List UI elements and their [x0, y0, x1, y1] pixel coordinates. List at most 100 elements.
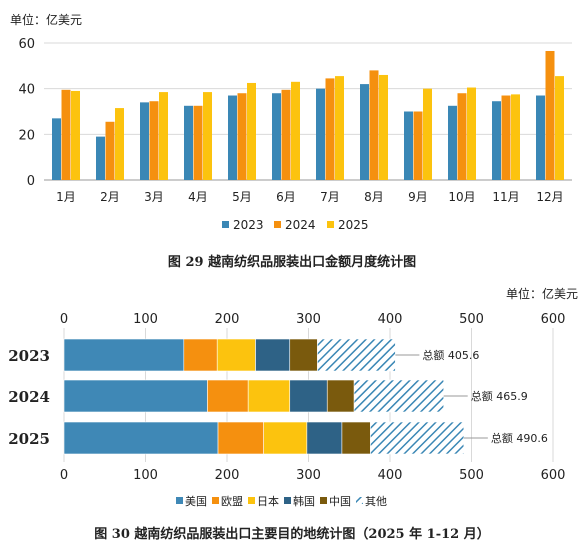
chart1-bars [52, 50, 564, 180]
chart1-x-tick: 8月 [364, 190, 384, 204]
chart1-y-tick: 20 [18, 128, 35, 143]
chart2-legend-swatch [248, 497, 255, 504]
chart2-total-annotations: 总额 405.6 总额 465.9 总额 490.6 [395, 348, 548, 445]
chart1-bar-2023 [492, 101, 501, 180]
chart2-total-label: 总额 490.6 [491, 431, 548, 445]
chart1-bar-2025 [467, 87, 476, 180]
chart1-bar-2025 [335, 76, 344, 180]
chart1-bar-2023 [228, 95, 237, 180]
chart1-bar-2023 [184, 105, 193, 180]
chart1-bar-2024 [149, 101, 159, 180]
chart2-legend-swatch [284, 497, 291, 504]
chart2-x-tick-bottom: 600 [541, 468, 566, 483]
chart2-segment-欧盟 [183, 338, 218, 372]
chart2-segment-中国 [326, 379, 355, 413]
chart1-x-tick: 5月 [232, 190, 252, 204]
chart1-bar-2024 [105, 121, 115, 180]
chart1-unit-label: 单位：亿美元 [10, 12, 82, 27]
chart2-title: 图 30 越南纺织品服装出口主要目的地统计图（2025 年 1-12 月） [94, 526, 489, 542]
chart1-x-tick: 1月 [56, 190, 76, 204]
chart1-legend-swatch [222, 221, 229, 228]
chart1-x-tick: 2月 [100, 190, 120, 204]
chart1-bar-2023 [52, 118, 61, 180]
chart1-bar-2024 [413, 111, 423, 180]
chart1-y-tick: 40 [18, 83, 35, 98]
chart2-segment-韩国 [289, 379, 328, 413]
chart2-legend-swatch [212, 497, 219, 504]
chart2-x-tick-top: 600 [541, 312, 566, 327]
chart2-segment-欧盟 [207, 379, 249, 413]
chart1-y-tick: 0 [27, 174, 35, 189]
chart2-legend-label: 中国 [329, 495, 351, 508]
chart2-x-tick-bottom: 100 [133, 468, 158, 483]
chart1-bar-2023 [316, 88, 325, 180]
chart2-segment-美国 [63, 379, 208, 413]
chart2-x-tick-top: 0 [60, 312, 68, 327]
chart2-x-tick-bottom: 300 [296, 468, 321, 483]
chart1-bar-2023 [360, 84, 369, 180]
chart1-title: 图 29 越南纺织品服装出口金额月度统计图 [168, 254, 416, 270]
chart1-x-tick: 4月 [188, 190, 208, 204]
chart2-legend-swatch [356, 497, 363, 504]
chart1-x-tick: 12月 [536, 190, 563, 204]
chart2-segment-美国 [63, 338, 185, 372]
chart2-x-tick-top: 200 [215, 312, 240, 327]
chart2-legend-label: 美国 [185, 495, 207, 508]
chart2-x-tick-bottom: 500 [459, 468, 484, 483]
chart2-total-label: 总额 405.6 [422, 348, 479, 362]
chart1-bar-2025 [159, 92, 168, 180]
chart1-bar-2024 [501, 95, 511, 180]
chart1-bar-2024 [237, 93, 247, 180]
chart1-x-tick: 7月 [320, 190, 340, 204]
chart2-x-tick-top: 500 [459, 312, 484, 327]
chart2-segment-美国 [63, 421, 219, 455]
chart2-segment-韩国 [255, 338, 291, 372]
chart1-bar-2025 [379, 74, 388, 180]
chart1-legend-swatch [327, 221, 334, 228]
chart2-x-axis-ticks-bottom: 0 100 200 300 400 500 600 [60, 468, 566, 483]
chart2-legend: 美国 欧盟 日本 韩国 中国 其他 [176, 494, 387, 508]
chart1-gridlines [44, 42, 572, 181]
chart1-bar-2024 [325, 78, 335, 180]
chart1-x-tick: 9月 [408, 190, 428, 204]
chart1-bar-2025 [115, 108, 124, 180]
chart1-bar-2023 [448, 105, 457, 180]
chart2-segment-欧盟 [217, 421, 264, 455]
chart2-segment-其他 [317, 338, 396, 372]
chart2-segment-日本 [216, 338, 256, 372]
chart1-y-axis-ticks: 0 20 40 60 [18, 37, 35, 189]
chart2-x-tick-top: 300 [296, 312, 321, 327]
chart1-x-tick: 3月 [144, 190, 164, 204]
chart1-bar-2024 [61, 89, 71, 180]
chart2-year-label: 2025 [8, 430, 50, 448]
chart2-legend-label: 欧盟 [221, 495, 243, 508]
chart2-legend-label: 日本 [257, 494, 279, 508]
chart1-x-tick: 6月 [276, 190, 296, 204]
chart1-legend-label: 2023 [233, 218, 264, 232]
chart2-segment-日本 [263, 421, 308, 455]
chart2-segment-其他 [370, 421, 465, 455]
chart2-bars [63, 338, 465, 455]
chart1-bar-2023 [272, 93, 281, 180]
chart2-segment-中国 [341, 421, 371, 455]
chart2-x-tick-top: 100 [133, 312, 158, 327]
chart1-bar-2025 [555, 76, 564, 180]
chart1-bar-2024 [369, 70, 379, 180]
chart2-x-tick-bottom: 400 [378, 468, 403, 483]
chart1-bar-2025 [423, 88, 432, 180]
chart2-legend-label: 韩国 [293, 494, 315, 508]
chart2-segment-其他 [353, 379, 445, 413]
chart1-bar-2023 [536, 95, 545, 180]
chart1-x-tick: 11月 [492, 190, 519, 204]
chart1-bar-2024 [281, 89, 291, 180]
chart1-legend-swatch [274, 221, 281, 228]
chart1-bar-2023 [140, 102, 149, 180]
chart1-legend: 2023 2024 2025 [222, 218, 369, 232]
chart2-x-tick-top: 400 [378, 312, 403, 327]
chart1-x-tick: 10月 [448, 190, 475, 204]
chart2-legend-swatch [176, 497, 183, 504]
chart1-bar-2025 [291, 81, 300, 180]
chart2-year-label: 2024 [8, 388, 50, 406]
chart1-legend-label: 2024 [285, 218, 316, 232]
chart1-x-axis-ticks: 1月 2月 3月 4月 5月 6月 7月 8月 9月 10月 11月 12月 [56, 190, 563, 204]
